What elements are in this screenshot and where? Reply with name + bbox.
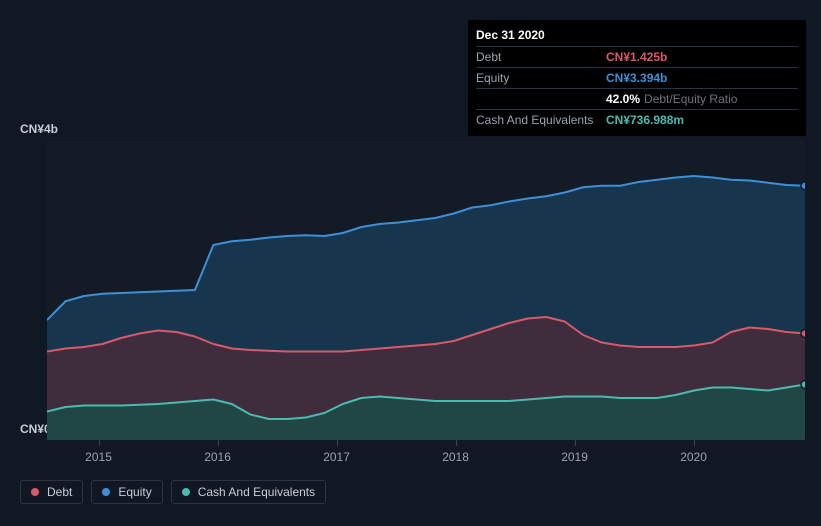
tooltip-row-value: CN¥1.425b <box>606 50 667 64</box>
tooltip-date: Dec 31 2020 <box>476 26 798 46</box>
x-tick: 2017 <box>337 440 364 464</box>
x-axis: 2015 2016 2017 2018 2019 2020 <box>47 440 805 470</box>
tooltip-row: Cash And EquivalentsCN¥736.988m <box>476 109 798 130</box>
tooltip-row-value: 42.0% <box>606 92 640 106</box>
legend-item-cash-and-equivalents[interactable]: Cash And Equivalents <box>171 480 326 504</box>
x-tick: 2020 <box>694 440 721 464</box>
tooltip-row-value: CN¥736.988m <box>606 113 684 127</box>
tooltip-row: DebtCN¥1.425b <box>476 46 798 67</box>
x-tick-mark <box>575 440 576 446</box>
x-tick-label: 2016 <box>204 450 231 464</box>
x-tick-mark <box>456 440 457 446</box>
tooltip-row: 42.0% Debt/Equity Ratio <box>476 88 798 109</box>
x-tick-label: 2019 <box>561 450 588 464</box>
legend-item-equity[interactable]: Equity <box>91 480 162 504</box>
x-tick-mark <box>218 440 219 446</box>
y-axis-label: CN¥4b <box>20 122 58 136</box>
tooltip-row-label: Cash And Equivalents <box>476 113 606 127</box>
x-tick-mark <box>337 440 338 446</box>
legend-dot-icon <box>182 488 190 496</box>
tooltip-row-value: CN¥3.394b <box>606 71 667 85</box>
legend-dot-icon <box>102 488 110 496</box>
legend-dot-icon <box>31 488 39 496</box>
x-tick: 2015 <box>99 440 126 464</box>
x-tick: 2016 <box>218 440 245 464</box>
series-endpoint-cash <box>801 381 805 389</box>
series-endpoint-equity <box>801 182 805 190</box>
tooltip-row: EquityCN¥3.394b <box>476 67 798 88</box>
chart-legend: Debt Equity Cash And Equivalents <box>20 480 326 504</box>
tooltip-row-label: Debt <box>476 50 606 64</box>
x-tick: 2019 <box>575 440 602 464</box>
chart-svg <box>47 140 805 440</box>
tooltip-row-label <box>476 92 606 106</box>
x-tick-label: 2020 <box>680 450 707 464</box>
tooltip-row-label: Equity <box>476 71 606 85</box>
legend-item-label: Cash And Equivalents <box>198 485 315 499</box>
chart-container: Dec 31 2020 DebtCN¥1.425bEquityCN¥3.394b… <box>0 0 821 526</box>
legend-item-label: Equity <box>118 485 151 499</box>
legend-item-debt[interactable]: Debt <box>20 480 83 504</box>
x-tick: 2018 <box>456 440 483 464</box>
chart-plot-area[interactable] <box>47 140 805 440</box>
series-endpoint-debt <box>801 330 805 338</box>
tooltip-row-suffix: Debt/Equity Ratio <box>644 92 737 106</box>
x-tick-label: 2015 <box>85 450 112 464</box>
x-tick-label: 2018 <box>442 450 469 464</box>
chart-tooltip: Dec 31 2020 DebtCN¥1.425bEquityCN¥3.394b… <box>468 20 806 136</box>
legend-item-label: Debt <box>47 485 72 499</box>
x-tick-mark <box>694 440 695 446</box>
x-tick-mark <box>99 440 100 446</box>
x-tick-label: 2017 <box>323 450 350 464</box>
